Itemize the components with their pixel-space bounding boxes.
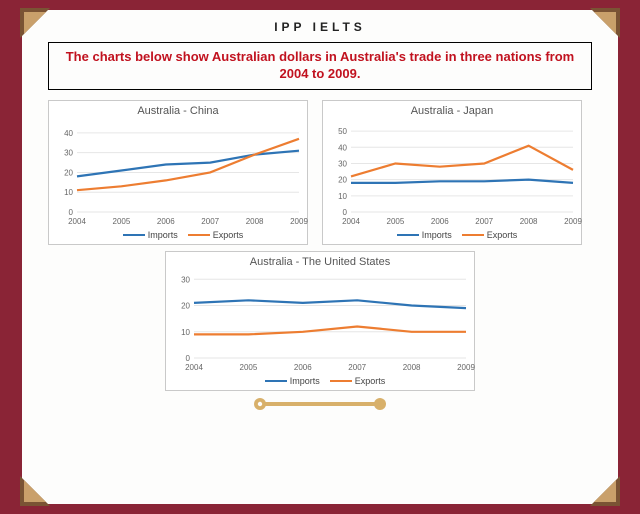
corner-fold-icon	[594, 12, 616, 34]
chart-australia-china: Australia - China 0 10 20 30 40 2004 2005 2006 20…	[48, 100, 308, 245]
bottom-chart-row: Australia - The United States 0 10 20 30 2004…	[22, 245, 618, 391]
corner-fold-icon	[594, 480, 616, 502]
svg-text:30: 30	[338, 159, 347, 168]
svg-text:2005: 2005	[387, 217, 405, 226]
svg-text:10: 10	[64, 188, 73, 197]
corner-fold-icon	[24, 480, 46, 502]
chart-plot: 0 10 20 30 2004 2005 2006 2007 2008 2009	[166, 270, 476, 374]
svg-text:40: 40	[64, 129, 73, 138]
svg-text:2008: 2008	[520, 217, 538, 226]
svg-text:40: 40	[338, 143, 347, 152]
chart-plot: 0 10 20 30 40 50 2004 2005 2006 2007 2008 2009	[323, 119, 583, 228]
svg-text:2006: 2006	[431, 217, 449, 226]
chart-australia-us: Australia - The United States 0 10 20 30 2004…	[165, 251, 475, 391]
legend-label-exports: Exports	[355, 376, 386, 386]
task-prompt: The charts below show Australian dollars…	[48, 42, 592, 90]
svg-text:2009: 2009	[457, 363, 475, 372]
svg-text:2009: 2009	[564, 217, 582, 226]
series-imports	[194, 300, 466, 308]
svg-text:2005: 2005	[113, 217, 131, 226]
chart-title: Australia - The United States	[166, 252, 474, 270]
svg-text:20: 20	[64, 168, 73, 177]
svg-text:20: 20	[181, 301, 190, 310]
decorative-scroll	[22, 391, 618, 413]
svg-text:10: 10	[181, 328, 190, 337]
legend-label-imports: Imports	[148, 230, 178, 240]
svg-text:2005: 2005	[240, 363, 258, 372]
svg-text:10: 10	[338, 192, 347, 201]
chart-legend: Imports Exports	[166, 374, 474, 390]
svg-text:30: 30	[181, 275, 190, 284]
chart-australia-japan: Australia - Japan 0 10 20 30 40 50 2004 2005 2006…	[322, 100, 582, 245]
svg-text:30: 30	[64, 148, 73, 157]
corner-fold-icon	[24, 12, 46, 34]
svg-text:2006: 2006	[294, 363, 312, 372]
svg-text:2007: 2007	[475, 217, 493, 226]
paper: IPP IELTS The charts below show Australi…	[22, 10, 618, 504]
svg-text:2006: 2006	[157, 217, 175, 226]
chart-legend: Imports Exports	[323, 228, 581, 244]
svg-text:2007: 2007	[201, 217, 219, 226]
svg-text:2007: 2007	[348, 363, 366, 372]
svg-text:0: 0	[186, 354, 191, 363]
svg-text:0: 0	[343, 208, 348, 217]
series-exports	[194, 326, 466, 334]
svg-text:2008: 2008	[403, 363, 421, 372]
svg-text:2004: 2004	[68, 217, 86, 226]
top-charts-row: Australia - China 0 10 20 30 40 2004 2005 2006 20…	[22, 96, 618, 245]
svg-text:2004: 2004	[342, 217, 360, 226]
legend-label-imports: Imports	[422, 230, 452, 240]
chart-plot: 0 10 20 30 40 2004 2005 2006 2007 2008 2009	[49, 119, 309, 228]
chart-title: Australia - Japan	[323, 101, 581, 119]
svg-text:2009: 2009	[290, 217, 308, 226]
legend-label-imports: Imports	[290, 376, 320, 386]
svg-text:0: 0	[69, 208, 74, 217]
svg-text:2008: 2008	[246, 217, 264, 226]
frame: IPP IELTS The charts below show Australi…	[0, 0, 640, 514]
svg-text:50: 50	[338, 127, 347, 136]
chart-legend: Imports Exports	[49, 228, 307, 244]
chart-title: Australia - China	[49, 101, 307, 119]
legend-label-exports: Exports	[213, 230, 244, 240]
legend-label-exports: Exports	[487, 230, 518, 240]
svg-text:2004: 2004	[185, 363, 203, 372]
page-heading: IPP IELTS	[22, 10, 618, 34]
series-exports	[351, 145, 573, 176]
svg-text:20: 20	[338, 175, 347, 184]
